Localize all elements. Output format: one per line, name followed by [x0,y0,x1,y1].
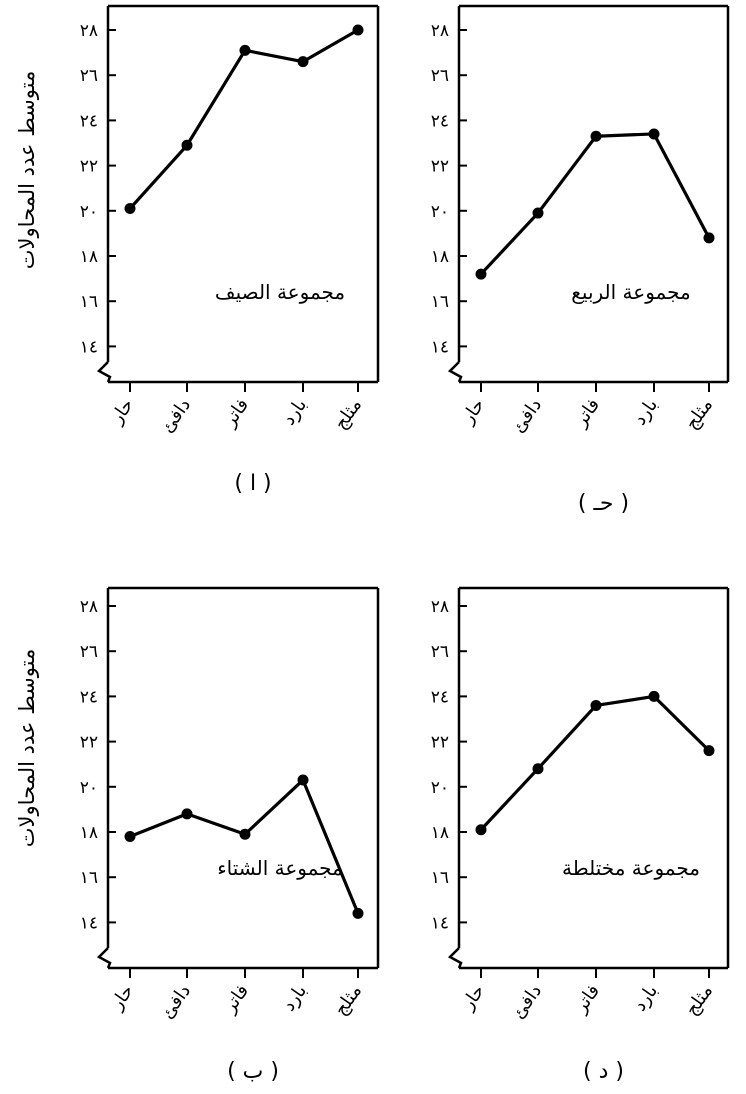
y-tick-label: ٢٤ [431,687,449,707]
y-tick-label: ١٨ [431,247,449,267]
y-tick-label: ١٤ [80,337,98,357]
panel-annotation: مجموعة الشتاء [217,856,343,880]
data-point [239,44,251,56]
data-point [475,824,487,836]
data-point [297,774,309,786]
panel-annotation: مجموعة الربيع [571,280,690,304]
chart-panel-4: ١٤ ١٦ ١٨ ٢٠ ٢٢ ٢٤ ٢٦ ٢٨ حار دافئ فاتر بارد مثلج مجموع… [431,586,730,1084]
data-point [181,139,193,151]
data-point [703,232,715,244]
y-tick-label: ١٨ [431,823,449,843]
y-tick-label: ١٦ [431,292,449,312]
x-tick-label: مثلج [330,981,366,1020]
data-point [181,808,193,820]
panel-annotation: مجموعة الصيف [215,280,345,304]
x-tick-label: بارد [278,395,311,429]
axis-break-mark [96,361,112,383]
y-tick-label: ٢٠ [431,778,449,798]
axis-break-mark [96,947,112,969]
x-tick-label: حار [457,981,489,1015]
y-tick-label: ٢٨ [431,597,449,617]
x-tick-label: دافئ [508,981,546,1023]
data-point [703,745,715,757]
y-tick-label: ٢٦ [80,642,98,662]
panel-caption: ( حـ ) [578,491,629,516]
x-tick-label: فاتر [570,981,604,1018]
data-point [532,763,544,775]
y-tick-label: ٢٤ [80,111,98,131]
x-tick-label: فاتر [570,395,604,432]
data-point [124,203,136,215]
data-point [297,56,309,68]
data-point [590,130,602,142]
x-tick-label: بارد [629,395,662,429]
y-tick-label: ٢٦ [431,642,449,662]
y-tick-label: ٢٢ [80,157,98,177]
y-tick-label: ٢٨ [80,597,98,617]
y-axis-label-top: متوسط عدد المحاولات [15,71,39,269]
y-tick-label: ٢٠ [431,202,449,222]
x-tick-label: دافئ [157,395,195,437]
y-tick-label: ١٨ [80,823,98,843]
series-line [128,28,359,210]
data-point [352,907,364,919]
x-tick-label: بارد [278,981,311,1015]
data-point [352,24,364,36]
y-tick-label: ٢٢ [431,157,449,177]
y-tick-label: ١٨ [80,247,98,267]
panel-caption: ( ب ) [227,1059,279,1084]
series-line [479,132,711,276]
y-tick-label: ١٤ [80,913,98,933]
chart-panel-2: ١٤ ١٦ ١٨ ٢٠ ٢٢ ٢٤ ٢٦ ٢٨ حار دافئ فاتر بارد مثلج مجموع… [431,4,730,516]
x-tick-label: حار [457,395,489,429]
x-tick-label: حار [106,395,138,429]
y-tick-label: ٢٤ [80,687,98,707]
data-point [590,699,602,711]
data-point [124,831,136,843]
x-tick-label: فاتر [219,981,253,1018]
data-point [239,828,251,840]
data-point [648,128,660,140]
y-tick-label: ١٦ [80,292,98,312]
axis-break-mark [447,947,463,969]
x-tick-label: مثلج [681,395,717,434]
panel-annotation: مجموعة مختلطة [562,856,700,880]
y-tick-label: ١٦ [80,868,98,888]
y-tick-label: ١٤ [431,337,449,357]
y-tick-label: ٢٦ [80,66,98,86]
y-tick-label: ٢٤ [431,111,449,131]
x-tick-label: مثلج [681,981,717,1020]
data-point [648,690,660,702]
data-point [475,268,487,280]
axis-break-mark [447,361,463,383]
x-tick-label: بارد [629,981,662,1015]
panel-caption: ( د ) [583,1059,624,1084]
y-tick-label: ٢٢ [80,733,98,753]
chart-panel-1: ١٤ ١٦ ١٨ ٢٠ ٢٢ ٢٤ ٢٦ ٢٨ حار دافئ فاتر بارد مثلج مجموع… [80,4,380,496]
y-tick-label: ١٦ [431,868,449,888]
x-tick-label: دافئ [157,981,195,1023]
x-tick-label: فاتر [219,395,253,432]
y-tick-label: ٢٦ [431,66,449,86]
panel-caption: ( ا ) [234,471,271,496]
chart-panel-3: ١٤ ١٦ ١٨ ٢٠ ٢٢ ٢٤ ٢٦ ٢٨ حار دافئ فاتر بارد مثلج مجموع… [80,586,380,1084]
series-line [129,778,360,914]
y-tick-label: ٢٠ [80,202,98,222]
y-tick-label: ٢٨ [80,21,98,41]
data-point [532,207,544,219]
y-tick-label: ٢٢ [431,733,449,753]
x-tick-label: دافئ [508,395,546,437]
y-tick-label: ٢٨ [431,21,449,41]
series-line [479,694,711,831]
y-tick-label: ١٤ [431,913,449,933]
y-tick-label: ٢٠ [80,778,98,798]
y-axis-label-bottom: متوسط عدد المحاولات [15,649,39,847]
x-tick-label: حار [106,981,138,1015]
x-tick-label: مثلج [330,395,366,434]
